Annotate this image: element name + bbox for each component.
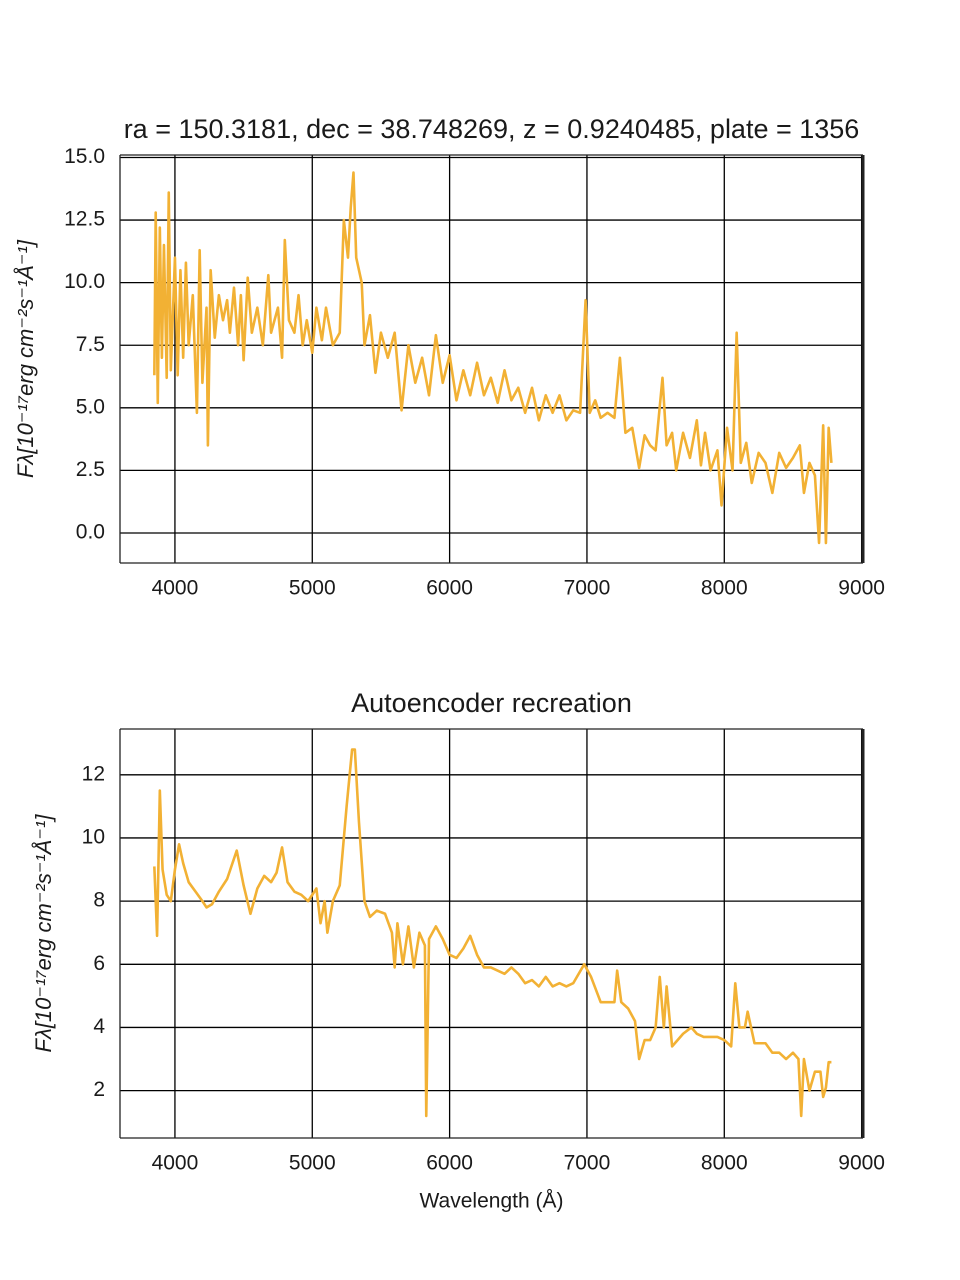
y-axis-label: Fλ[10⁻¹⁷erg cm⁻²s⁻¹Å⁻¹] bbox=[13, 239, 38, 478]
y-tick-label: 10.0 bbox=[64, 270, 105, 293]
chart-title: ra = 150.3181, dec = 38.748269, z = 0.92… bbox=[124, 114, 860, 144]
y-tick-label: 7.5 bbox=[76, 333, 105, 356]
y-tick-label: 8 bbox=[93, 889, 105, 912]
data-line bbox=[153, 748, 832, 1118]
y-axis-label: Fλ[10⁻¹⁷erg cm⁻²s⁻¹Å⁻¹] bbox=[31, 814, 56, 1053]
x-axis-label: Wavelength (Å) bbox=[420, 1190, 564, 1213]
y-tick-label: 15.0 bbox=[64, 145, 105, 168]
y-tick-label: 0.0 bbox=[76, 521, 105, 544]
x-tick-label: 7000 bbox=[564, 577, 611, 600]
data-line bbox=[153, 171, 833, 545]
y-tick-label: 4 bbox=[93, 1015, 105, 1038]
x-tick-label: 5000 bbox=[289, 1152, 336, 1175]
x-tick-label: 4000 bbox=[152, 1152, 199, 1175]
y-tick-label: 2 bbox=[93, 1078, 105, 1101]
x-tick-label: 6000 bbox=[426, 577, 473, 600]
y-tick-label: 6 bbox=[93, 952, 105, 975]
y-tick-label: 2.5 bbox=[76, 458, 105, 481]
x-tick-label: 8000 bbox=[701, 1152, 748, 1175]
y-tick-label: 12.5 bbox=[64, 208, 105, 231]
chart-title: Autoencoder recreation bbox=[351, 688, 632, 718]
x-tick-label: 7000 bbox=[564, 1152, 611, 1175]
y-tick-label: 12 bbox=[82, 762, 105, 785]
x-tick-label: 6000 bbox=[426, 1152, 473, 1175]
x-tick-label: 8000 bbox=[701, 577, 748, 600]
y-tick-label: 5.0 bbox=[76, 395, 105, 418]
x-tick-label: 9000 bbox=[838, 1152, 885, 1175]
x-tick-label: 5000 bbox=[289, 577, 336, 600]
x-tick-label: 4000 bbox=[152, 577, 199, 600]
y-tick-label: 10 bbox=[82, 826, 105, 849]
x-tick-label: 9000 bbox=[838, 577, 885, 600]
